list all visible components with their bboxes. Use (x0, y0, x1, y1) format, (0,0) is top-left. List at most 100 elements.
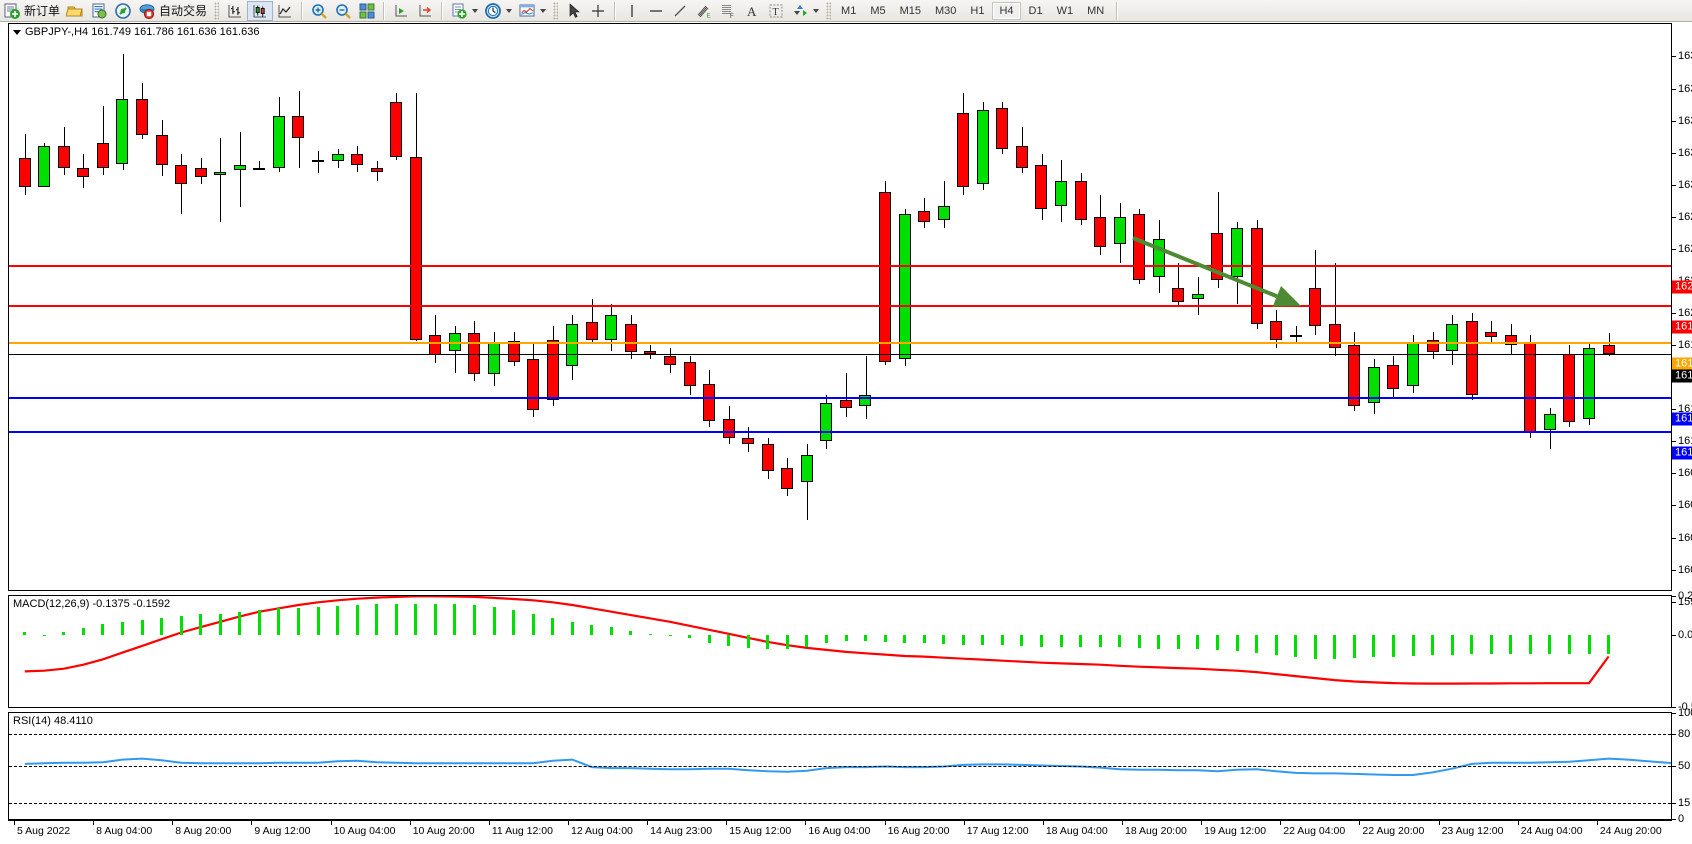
indicators-button[interactable] (515, 1, 549, 21)
time-tick (1280, 821, 1282, 825)
macd-histogram-bar (1314, 635, 1317, 659)
chart-shift-button[interactable] (389, 1, 413, 21)
symbol-ohlc-text: GBPJPY-,H4 161.749 161.786 161.636 161.6… (25, 26, 260, 38)
rsi-panel[interactable]: RSI(14) 48.4110 (8, 712, 1672, 820)
crosshair-icon (589, 2, 607, 20)
time-tick-label: 22 Aug 20:00 (1362, 825, 1425, 837)
arrows-button[interactable] (788, 1, 822, 21)
toolbar-grip-2[interactable] (553, 1, 559, 20)
data-window-button[interactable] (87, 1, 111, 21)
time-tick-label: 16 Aug 04:00 (808, 825, 871, 837)
timeframe-m5[interactable]: M5 (870, 4, 886, 17)
text-icon: A (743, 2, 761, 20)
price-tick (1672, 409, 1676, 411)
candle-body (1524, 342, 1537, 433)
folder-button[interactable] (63, 1, 87, 21)
bar-chart-button[interactable] (223, 1, 247, 21)
macd-histogram-bar (1490, 635, 1493, 654)
timeframe-mn[interactable]: MN (1087, 4, 1105, 17)
candle-body (253, 167, 266, 170)
timeframe-w1[interactable]: W1 (1056, 4, 1074, 17)
chevron-down-icon[interactable] (540, 8, 547, 13)
cursor-button[interactable] (562, 1, 586, 21)
candle-body (1466, 320, 1479, 395)
price-panel[interactable]: GBPJPY-,H4 161.749 161.786 161.636 161.6… (8, 23, 1672, 591)
new-order-label: 新订单 (24, 4, 61, 18)
new-order-button[interactable]: 新订单 (0, 1, 63, 21)
chevron-down-icon[interactable] (472, 8, 479, 13)
text-label-button[interactable]: T (764, 1, 788, 21)
price-level-line-pivot[interactable] (9, 341, 1671, 344)
price-tick-label: 159.985 (1678, 595, 1692, 608)
timeframe-m15[interactable]: M15 (899, 4, 921, 17)
macd-histogram-bar (277, 608, 280, 636)
text-button[interactable]: A (740, 1, 764, 21)
candle-body (1055, 181, 1068, 207)
trendline-button[interactable] (668, 1, 692, 21)
price-axis[interactable]: 163.975 163.740 163.505 163.270 163.035 162.8… (1672, 45, 1692, 843)
candle-body (801, 454, 814, 483)
candlestick-chart-button[interactable] (247, 0, 274, 21)
candle-body (508, 341, 521, 362)
price-level-badge-support-1[interactable]: 161.323 (1672, 412, 1692, 426)
time-axis[interactable]: 5 Aug 2022 8 Aug 04:00 8 Aug 20:00 9 Aug 12… (8, 820, 1672, 844)
chart-area[interactable]: GBPJPY-,H4 161.749 161.786 161.636 161.6… (0, 22, 1692, 843)
horizontal-line-icon (647, 2, 665, 20)
zoom-out-button[interactable] (331, 1, 355, 21)
period-separator-button[interactable] (481, 1, 515, 21)
timeframe-h4[interactable]: H4 (992, 1, 1021, 20)
time-tick (1517, 821, 1519, 825)
timeframe-d1[interactable]: D1 (1028, 4, 1043, 17)
price-level-badge-current-price[interactable]: 161.636 (1672, 369, 1692, 383)
macd-histogram-bar (1216, 635, 1219, 650)
auto-scroll-button[interactable] (413, 1, 437, 21)
macd-histogram-bar (160, 618, 163, 636)
price-level-badge-support-2[interactable]: 161.077 (1672, 446, 1692, 460)
price-level-badge-pivot[interactable]: 161.728 (1672, 357, 1692, 371)
macd-histogram-bar (1177, 635, 1180, 649)
candle-wick (944, 181, 945, 228)
folder-icon (66, 2, 84, 20)
price-level-line-current-price[interactable] (9, 354, 1671, 356)
down-trend-arrow[interactable] (9, 24, 1673, 592)
vertical-line-button[interactable] (620, 1, 644, 21)
price-level-line-resistance-1[interactable] (9, 305, 1671, 308)
crosshair-button[interactable] (586, 1, 610, 21)
toolbar-grip-1[interactable] (214, 1, 220, 20)
zoom-in-button[interactable] (307, 1, 331, 21)
macd-panel[interactable]: MACD(12,26,9) -0.1375 -0.1592 (8, 595, 1672, 708)
time-tick-label: 19 Aug 12:00 (1204, 825, 1267, 837)
navigator-button[interactable] (111, 1, 135, 21)
channel-button[interactable]: E (692, 1, 716, 21)
trendline-icon (671, 2, 689, 20)
price-tick-label: 161.865 (1678, 338, 1692, 351)
chevron-down-icon[interactable] (813, 8, 820, 13)
bar-chart-icon (226, 2, 244, 20)
price-level-line-support-1[interactable] (9, 396, 1671, 399)
fibonacci-button[interactable]: F (716, 1, 740, 21)
price-level-line-support-2[interactable] (9, 430, 1671, 433)
tile-windows-button[interactable] (355, 1, 379, 21)
chart-menu-arrow-icon[interactable] (13, 29, 21, 35)
price-level-badge-resistance-2[interactable]: 162.292 (1672, 280, 1692, 294)
macd-histogram-bar (727, 635, 730, 646)
macd-histogram-bar (23, 632, 26, 636)
main-toolbar: 新订单 (0, 0, 1692, 22)
chevron-down-icon[interactable] (506, 8, 513, 13)
price-level-badge-resistance-1[interactable]: 161.995 (1672, 320, 1692, 334)
price-tick-label: 163.035 (1678, 178, 1692, 191)
timeframe-h1[interactable]: H1 (970, 4, 985, 17)
candle-body (605, 315, 618, 340)
toolbar-grip-3[interactable] (826, 1, 832, 20)
new-object-button[interactable] (447, 1, 481, 21)
timeframe-m1[interactable]: M1 (841, 4, 857, 17)
candle-body (234, 165, 247, 171)
navigator-icon (114, 2, 132, 20)
line-chart-button[interactable] (273, 1, 297, 21)
horizontal-line-button[interactable] (644, 1, 668, 21)
rsi-tick (1672, 803, 1676, 805)
timeframe-m30[interactable]: M30 (935, 4, 957, 17)
price-level-line-resistance-2[interactable] (9, 264, 1671, 267)
candle-body (1133, 214, 1146, 280)
auto-trading-button[interactable]: 自动交易 (135, 1, 210, 21)
